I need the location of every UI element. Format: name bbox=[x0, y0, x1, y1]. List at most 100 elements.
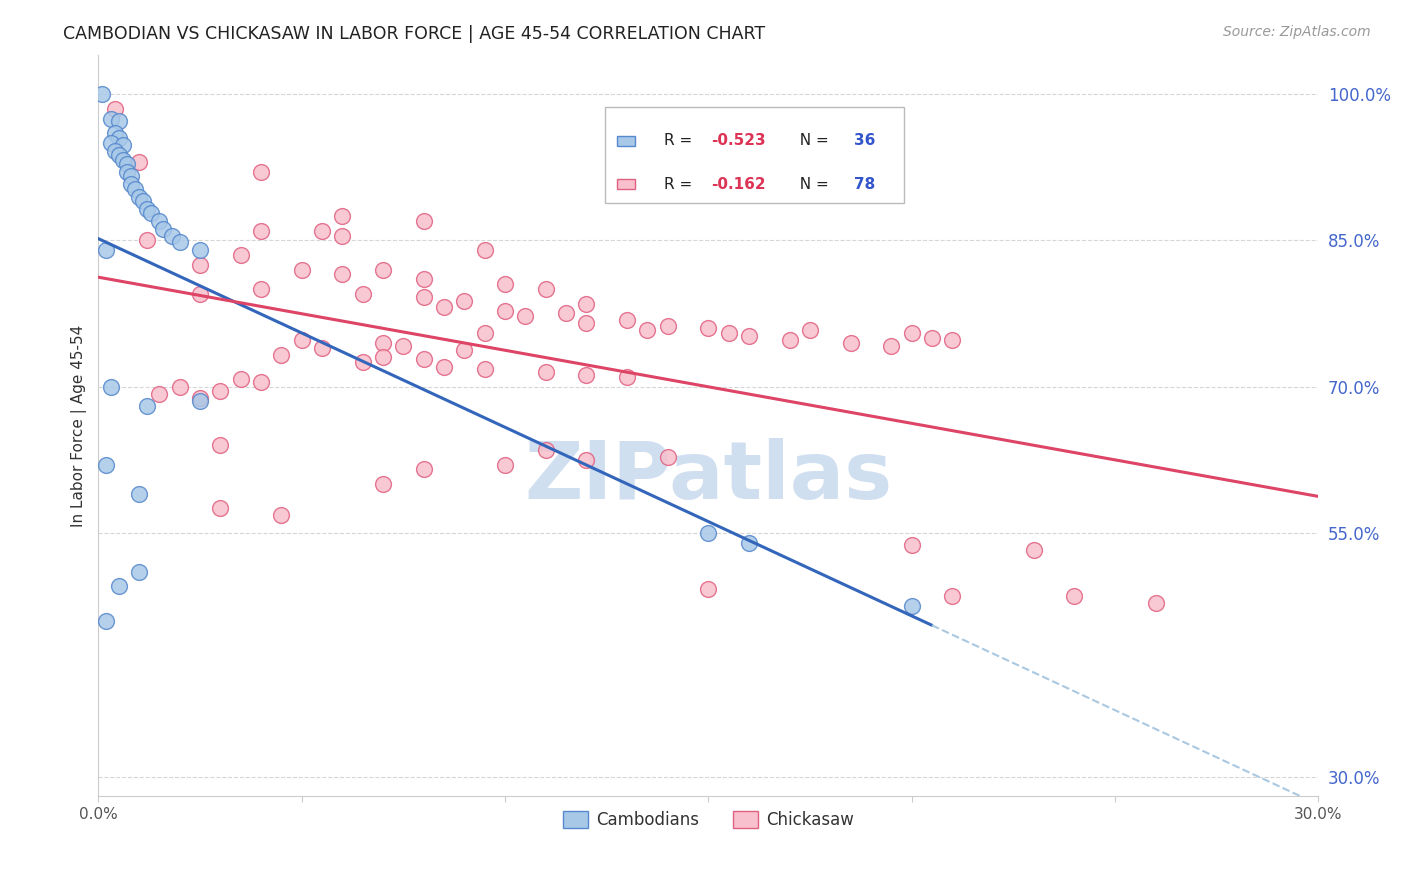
Point bbox=[697, 321, 720, 335]
Point bbox=[107, 114, 129, 128]
Point bbox=[779, 333, 801, 347]
Point bbox=[148, 214, 170, 228]
Point bbox=[115, 165, 138, 179]
Point bbox=[697, 582, 720, 597]
Point bbox=[100, 112, 122, 126]
Point bbox=[412, 352, 434, 367]
Point bbox=[738, 535, 761, 549]
Point bbox=[330, 209, 353, 223]
Point bbox=[96, 614, 118, 628]
Point bbox=[900, 537, 922, 551]
Point bbox=[169, 379, 191, 393]
Point bbox=[330, 268, 353, 282]
Point bbox=[453, 293, 475, 308]
Point bbox=[494, 277, 516, 292]
Point bbox=[136, 202, 159, 217]
Point bbox=[128, 155, 150, 169]
Point bbox=[880, 339, 903, 353]
Point bbox=[412, 214, 434, 228]
Point bbox=[111, 137, 134, 152]
Point bbox=[188, 243, 211, 257]
Point bbox=[291, 262, 314, 277]
Point bbox=[311, 224, 333, 238]
Point bbox=[900, 326, 922, 340]
Point bbox=[474, 326, 496, 340]
Point bbox=[717, 326, 740, 340]
Legend: Cambodians, Chickasaw: Cambodians, Chickasaw bbox=[557, 805, 860, 836]
Point bbox=[188, 258, 211, 272]
Point bbox=[160, 228, 183, 243]
Point bbox=[839, 335, 862, 350]
Point bbox=[250, 282, 273, 296]
Point bbox=[636, 323, 658, 337]
Point bbox=[474, 362, 496, 376]
Point bbox=[474, 243, 496, 257]
Point bbox=[433, 300, 456, 314]
Y-axis label: In Labor Force | Age 45-54: In Labor Force | Age 45-54 bbox=[72, 325, 87, 527]
Point bbox=[433, 360, 456, 375]
Point bbox=[209, 384, 232, 399]
Point bbox=[534, 365, 557, 379]
Point bbox=[96, 458, 118, 472]
Point bbox=[575, 368, 598, 382]
Point bbox=[371, 335, 394, 350]
Point bbox=[616, 369, 638, 384]
Point bbox=[128, 189, 150, 203]
Text: CAMBODIAN VS CHICKASAW IN LABOR FORCE | AGE 45-54 CORRELATION CHART: CAMBODIAN VS CHICKASAW IN LABOR FORCE | … bbox=[63, 25, 765, 43]
Point bbox=[921, 331, 943, 345]
Point bbox=[136, 399, 159, 413]
Text: ZIPatlas: ZIPatlas bbox=[524, 439, 893, 516]
Point bbox=[657, 319, 679, 334]
Point bbox=[330, 228, 353, 243]
Point bbox=[229, 248, 252, 262]
Point bbox=[120, 177, 142, 191]
Point bbox=[616, 313, 638, 327]
Point bbox=[104, 102, 127, 116]
Point bbox=[494, 303, 516, 318]
Point bbox=[941, 333, 963, 347]
Point bbox=[697, 525, 720, 540]
Point bbox=[1063, 589, 1085, 603]
Point bbox=[107, 579, 129, 593]
Point bbox=[250, 165, 273, 179]
Point bbox=[136, 233, 159, 247]
Text: Source: ZipAtlas.com: Source: ZipAtlas.com bbox=[1223, 25, 1371, 39]
Point bbox=[352, 287, 374, 301]
Point bbox=[534, 282, 557, 296]
Point bbox=[209, 438, 232, 452]
Point bbox=[104, 144, 127, 158]
Point bbox=[188, 287, 211, 301]
Point bbox=[371, 477, 394, 491]
Point bbox=[107, 131, 129, 145]
Point bbox=[115, 157, 138, 171]
Point bbox=[250, 224, 273, 238]
Point bbox=[941, 589, 963, 603]
Point bbox=[412, 290, 434, 304]
Point bbox=[453, 343, 475, 357]
Point bbox=[107, 147, 129, 161]
Point bbox=[270, 348, 292, 362]
Point bbox=[124, 182, 146, 196]
Point bbox=[100, 136, 122, 150]
Point bbox=[311, 341, 333, 355]
Point bbox=[104, 126, 127, 140]
Point bbox=[111, 153, 134, 168]
Point bbox=[120, 169, 142, 183]
Point bbox=[412, 272, 434, 286]
Point bbox=[371, 262, 394, 277]
Point bbox=[575, 452, 598, 467]
Point bbox=[392, 339, 415, 353]
Point bbox=[738, 329, 761, 343]
Point bbox=[128, 487, 150, 501]
Point bbox=[657, 450, 679, 464]
Point bbox=[91, 87, 114, 102]
Point bbox=[128, 565, 150, 579]
Point bbox=[250, 375, 273, 389]
Point bbox=[555, 306, 578, 320]
Point bbox=[152, 221, 174, 235]
Point bbox=[1144, 596, 1167, 610]
Point bbox=[188, 392, 211, 406]
Point bbox=[96, 243, 118, 257]
Point bbox=[188, 394, 211, 409]
Point bbox=[575, 297, 598, 311]
